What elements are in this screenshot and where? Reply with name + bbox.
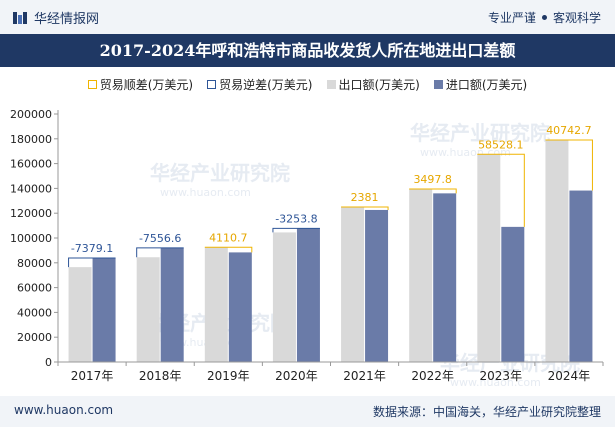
- balance-label: -7556.6: [139, 232, 181, 245]
- import-bar: [228, 252, 252, 362]
- import-bar: [501, 226, 525, 362]
- export-bar: [545, 140, 569, 362]
- y-tick-label: 40000: [17, 306, 52, 319]
- legend-label-export: 出口额(万美元): [338, 78, 420, 92]
- balance-label: -7379.1: [71, 242, 113, 255]
- y-tick-label: 60000: [17, 282, 52, 295]
- export-bar: [341, 207, 365, 362]
- footer-website: www.huaon.com: [14, 403, 114, 417]
- import-bar: [365, 209, 389, 362]
- y-tick-label: 80000: [17, 257, 52, 270]
- legend-swatch-import: [433, 80, 443, 89]
- chart-legend: 贸易顺差(万美元) 贸易逆差(万美元) 出口额(万美元) 进口额(万美元): [0, 76, 615, 93]
- y-tick-label: 0: [45, 356, 52, 369]
- footer: www.huaon.com 数据来源：中国海关，华经产业研究院整理: [0, 396, 615, 427]
- legend-item-surplus: 贸易顺差(万美元): [87, 76, 194, 93]
- import-bar: [160, 247, 184, 362]
- export-bar: [477, 154, 501, 362]
- surplus-bracket: [204, 246, 253, 253]
- y-tick-label: 20000: [17, 331, 52, 344]
- watermark-text: 华经产业研究院: [150, 161, 290, 185]
- x-tick-label: 2017年: [71, 369, 114, 383]
- chart-area: 华经产业研究院www.huaon.com华经产业研究院www.huaon.com…: [10, 108, 604, 389]
- balance-label: -3253.8: [275, 212, 317, 225]
- slogan: 专业严谨 客观科学: [488, 9, 601, 26]
- legend-item-export: 出口额(万美元): [326, 76, 420, 93]
- footer-source: 数据来源：中国海关，华经产业研究院整理: [372, 405, 601, 419]
- x-tick-label: 2020年: [275, 369, 318, 383]
- export-bar: [68, 267, 92, 362]
- import-bar: [433, 193, 457, 362]
- legend-swatch-deficit: [207, 80, 217, 89]
- x-tick-label: 2021年: [343, 369, 386, 383]
- surplus-bracket: [477, 153, 525, 227]
- y-tick-label: 200000: [10, 108, 52, 121]
- logo-icon: [13, 11, 27, 24]
- legend-item-deficit: 贸易逆差(万美元): [207, 76, 313, 93]
- legend-label-deficit: 贸易逆差(万美元): [219, 78, 313, 92]
- surplus-bracket: [409, 188, 457, 194]
- watermark-url: www.huaon.com: [450, 376, 541, 389]
- watermark-url: www.huaon.com: [160, 186, 251, 199]
- x-tick-label: 2022年: [411, 369, 454, 383]
- y-tick-label: 160000: [10, 158, 52, 171]
- export-bar: [409, 189, 433, 362]
- surplus-bracket: [545, 139, 593, 191]
- legend-swatch-surplus: [87, 80, 97, 89]
- balance-label: 2381: [351, 191, 379, 204]
- y-tick-label: 140000: [10, 182, 52, 195]
- legend-item-import: 进口额(万美元): [433, 76, 528, 93]
- top-bar: 华经情报网 专业严谨 客观科学: [0, 0, 615, 34]
- x-tick-label: 2019年: [207, 369, 250, 383]
- x-tick-label: 2023年: [480, 369, 523, 383]
- y-tick-label: 180000: [10, 133, 52, 146]
- separator-dot-icon: [541, 15, 547, 20]
- x-tick-label: 2018年: [139, 369, 182, 383]
- slogan-right: 客观科学: [552, 11, 601, 25]
- legend-label-import: 进口额(万美元): [445, 78, 528, 92]
- y-tick-label: 120000: [10, 207, 52, 220]
- deficit-bracket: [272, 227, 320, 233]
- deficit-bracket: [136, 247, 184, 258]
- x-tick-label: 2024年: [548, 369, 591, 383]
- brand-name: 华经情报网: [34, 12, 100, 27]
- chart-title: 2017-2024年呼和浩特市商品收发货人所在地进出口差额: [0, 34, 615, 67]
- balance-label: 3497.8: [413, 173, 452, 186]
- legend-swatch-export: [326, 80, 336, 89]
- export-bar: [136, 257, 160, 362]
- surplus-bracket: [341, 206, 389, 210]
- export-bar: [272, 232, 296, 362]
- balance-label: 58528.1: [478, 138, 524, 151]
- import-bar: [569, 190, 593, 362]
- balance-label: 4110.7: [209, 231, 248, 244]
- import-bar: [92, 257, 116, 362]
- legend-label-surplus: 贸易顺差(万美元): [99, 78, 194, 92]
- import-bar: [296, 228, 320, 362]
- watermark-text: 华经产业研究院: [410, 121, 550, 145]
- export-bar: [204, 247, 228, 362]
- deficit-bracket: [68, 257, 116, 268]
- slogan-left: 专业严谨: [487, 11, 536, 25]
- brand: 华经情报网: [12, 8, 99, 27]
- y-tick-label: 100000: [10, 232, 52, 245]
- balance-label: 40742.7: [546, 124, 592, 137]
